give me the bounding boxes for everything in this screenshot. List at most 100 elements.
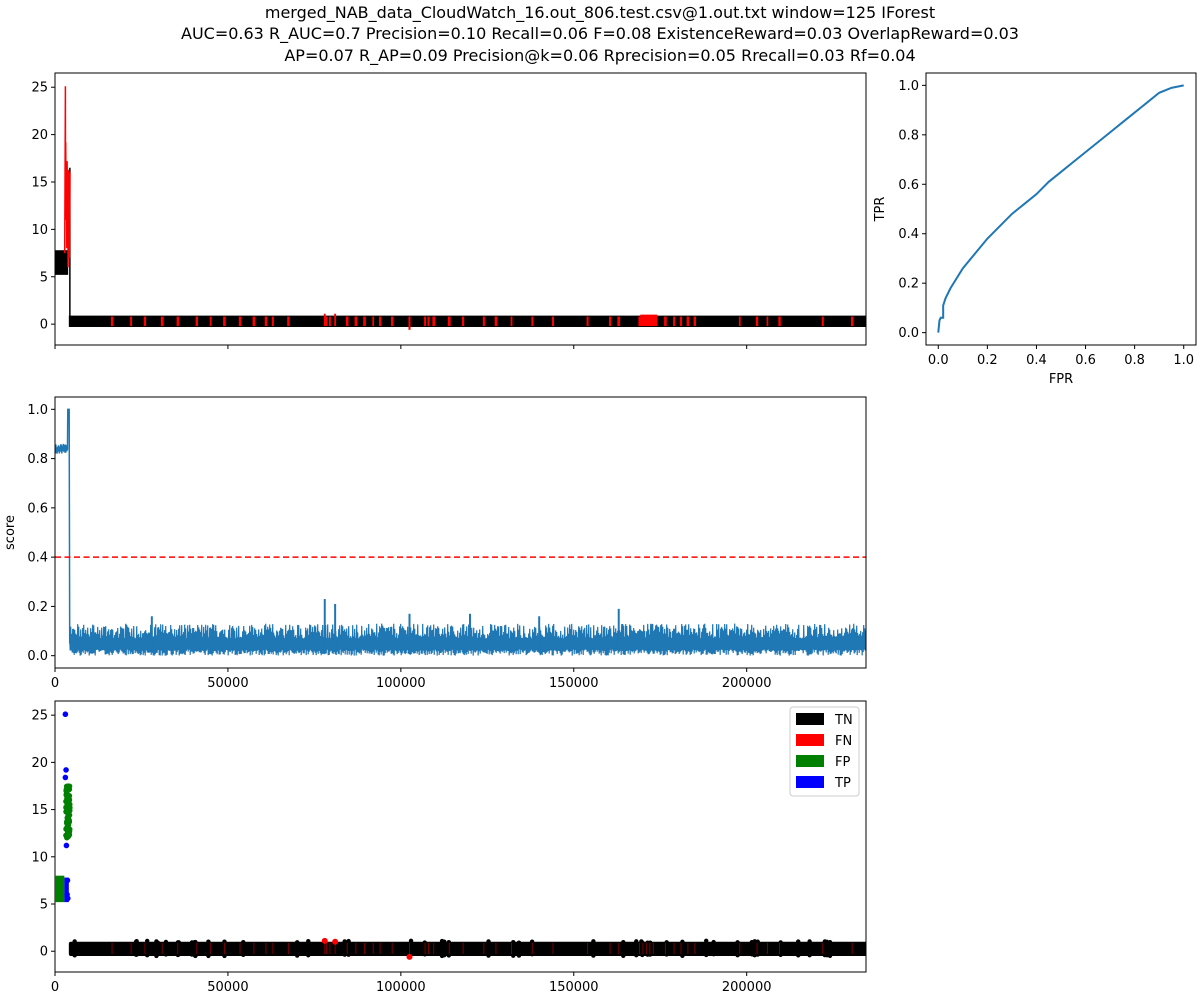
x-tick-label: 200000 [722, 980, 772, 995]
tn-point [529, 939, 535, 944]
tn-point [346, 938, 351, 944]
series-lines [55, 86, 866, 330]
tn-point [446, 953, 452, 958]
x-tick-label: 0.2 [977, 353, 998, 368]
series-anomaly-mark [408, 316, 411, 330]
series-anomaly-mark [176, 316, 179, 327]
series-axes: 0 5 10 15 20 25 [31, 72, 867, 349]
series-anomaly-mark [238, 316, 242, 327]
tn-point [154, 939, 159, 944]
legend-label-tn: TN [834, 713, 853, 728]
tn-point [408, 938, 414, 944]
confusion-plot-area [55, 711, 866, 960]
title-line-1: merged_NAB_data_CloudWatch_16.out_806.te… [265, 3, 935, 23]
series-anomaly-mark [345, 316, 349, 327]
series-normal-band [68, 315, 866, 327]
tn-point [634, 952, 639, 958]
tn-point [439, 938, 445, 944]
y-tick-label: 0 [40, 945, 48, 960]
tn-point [486, 939, 491, 944]
legend-swatch-tn [796, 713, 824, 725]
tn-point [516, 953, 522, 958]
tn-point [796, 953, 801, 958]
tp-point [62, 774, 69, 781]
roc-panel: 0.0 0.2 0.4 0.6 0.8 1.0 0.0 0.2 0.4 0.6 0.8 1.0 TPR F… [873, 72, 1197, 387]
series-anomaly-mark [552, 316, 555, 327]
tn-point [511, 953, 516, 958]
roc-axes: 0.0 0.2 0.4 0.6 0.8 1.0 0.0 0.2 0.4 0.6 0.8 1.0 TPR F… [873, 72, 1197, 387]
series-anomaly-mark [652, 314, 655, 327]
axes-frame [925, 72, 1197, 346]
series-anomaly-peak [63, 86, 71, 268]
title-line-2: AUC=0.63 R_AUC=0.7 Precision=0.10 Recall… [181, 24, 1019, 44]
series-anomaly-mark [160, 316, 164, 327]
tn-point [144, 952, 150, 958]
series-anomaly-mark [390, 316, 394, 327]
series-anomaly-mark [642, 314, 645, 327]
legend-swatch-fn [796, 734, 824, 746]
series-anomaly-mark [654, 314, 657, 327]
confusion-panel: 0 5 10 15 20 25 0 50000 100000 150000 200000 TN FN F… [31, 700, 867, 995]
series-anomaly-mark [130, 316, 133, 327]
y-tick-label: 0.8 [898, 128, 919, 143]
tn-point [193, 953, 198, 959]
x-tick-label: 1.0 [1173, 353, 1194, 368]
tn-point [680, 953, 685, 959]
score-axes: 0.0 0.2 0.4 0.6 0.8 1.0 0 50000 100000 150000 2000… [3, 396, 867, 691]
y-tick-label: 0.6 [27, 501, 48, 516]
x-tick-label: 0.0 [928, 353, 949, 368]
tn-point [749, 952, 755, 957]
series-anomaly-mark [482, 316, 485, 327]
series-anomaly-mark [755, 316, 759, 327]
tn-point [134, 952, 139, 957]
legend-label-fp: FP [835, 755, 850, 770]
series-anomaly-mark [143, 316, 147, 327]
tn-point [807, 939, 812, 944]
tn-point [163, 952, 169, 957]
tn-point [295, 953, 300, 958]
tn-point [342, 939, 347, 944]
legend-label-tp: TP [834, 776, 851, 791]
series-anomaly-mark [640, 314, 643, 327]
roc-curve [937, 84, 1184, 333]
series-anomaly-mark [323, 313, 326, 327]
y-tick-label: 0.2 [898, 277, 919, 292]
tn-point [591, 939, 596, 944]
tn-point [634, 939, 639, 944]
tn-point [154, 953, 159, 959]
series-anomaly-mark [638, 316, 641, 327]
series-anomaly-mark [195, 316, 198, 327]
y-tick-label: 10 [31, 223, 48, 238]
tn-point [621, 940, 626, 945]
series-anomaly-mark [432, 316, 436, 327]
series-anomaly-mark [354, 316, 358, 327]
tn-point [422, 940, 427, 945]
tp-point [63, 842, 70, 849]
tn-point [749, 940, 755, 945]
series-anomaly-mark [252, 316, 256, 327]
axes-frame [54, 72, 867, 346]
tn-point [591, 953, 596, 958]
y-tick-label: 0.6 [898, 178, 919, 193]
series-anomaly-mark [608, 316, 612, 327]
series-anomaly-mark [494, 316, 498, 327]
tn-point [822, 939, 828, 944]
tn-point [755, 939, 760, 944]
y-tick-label: 25 [31, 709, 48, 724]
series-anomaly-mark [778, 316, 781, 327]
tn-point [176, 940, 181, 945]
confusion-axes: 0 5 10 15 20 25 0 50000 100000 150000 200000 [31, 700, 867, 995]
tn-point [222, 953, 227, 959]
series-anomaly-mark [264, 316, 268, 327]
series-anomaly-mark [586, 316, 589, 327]
tp-point [62, 711, 69, 718]
y-tick-label: 10 [31, 850, 48, 865]
axes-frame [54, 700, 867, 973]
x-tick-label: 0.8 [1124, 353, 1145, 368]
y-tick-label: 20 [31, 128, 48, 143]
legend-swatch-fp [796, 755, 824, 767]
y-tick-label: 0.8 [27, 452, 48, 467]
x-tick-label: 0.4 [1026, 353, 1047, 368]
score-initial-line [55, 408, 71, 644]
